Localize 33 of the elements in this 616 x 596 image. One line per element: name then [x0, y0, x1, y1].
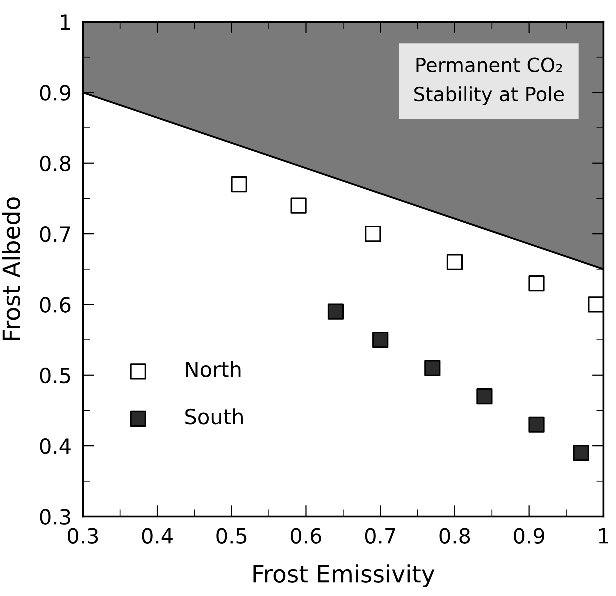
point	[588, 296, 604, 313]
point	[365, 226, 382, 242]
x-tick-label: 0.5	[216, 528, 247, 544]
legend-label: North	[186, 361, 241, 378]
y-tick-label: 0.4	[40, 438, 71, 454]
x-tick-label: 0.4	[142, 528, 173, 544]
point	[290, 198, 307, 214]
y-tick-label: 0.6	[40, 297, 71, 313]
point	[231, 176, 248, 193]
point	[446, 254, 464, 270]
y-tick-label: 0.5	[40, 368, 70, 384]
x-tick-label: 1	[599, 528, 608, 544]
y-tick-label: 0.9	[40, 85, 71, 101]
y-tick-label: 0.3	[40, 509, 70, 525]
x-tick-label: 0.6	[291, 528, 322, 544]
x-tick-label: 0.8	[440, 528, 470, 544]
x-axis-title: Frost Emissivity	[254, 564, 435, 588]
point	[476, 388, 493, 405]
point	[372, 332, 389, 348]
x-tick-label: 0.3	[68, 528, 98, 544]
point	[528, 416, 545, 433]
annotation: Permanent CO₂ Stability at Pole	[414, 58, 564, 106]
y-tick-label: 0.8	[40, 156, 71, 172]
y-tick-label: 1	[61, 14, 70, 30]
y-axis-title: Frost Albedo	[2, 198, 20, 340]
point	[424, 360, 441, 376]
y-tick-label: 0.7	[40, 226, 70, 242]
point	[528, 275, 545, 292]
point	[328, 304, 344, 320]
x-tick-label: 0.7	[365, 528, 396, 544]
x-tick-label: 0.9	[514, 528, 544, 544]
legend-label: South	[186, 408, 243, 425]
point	[573, 445, 590, 462]
